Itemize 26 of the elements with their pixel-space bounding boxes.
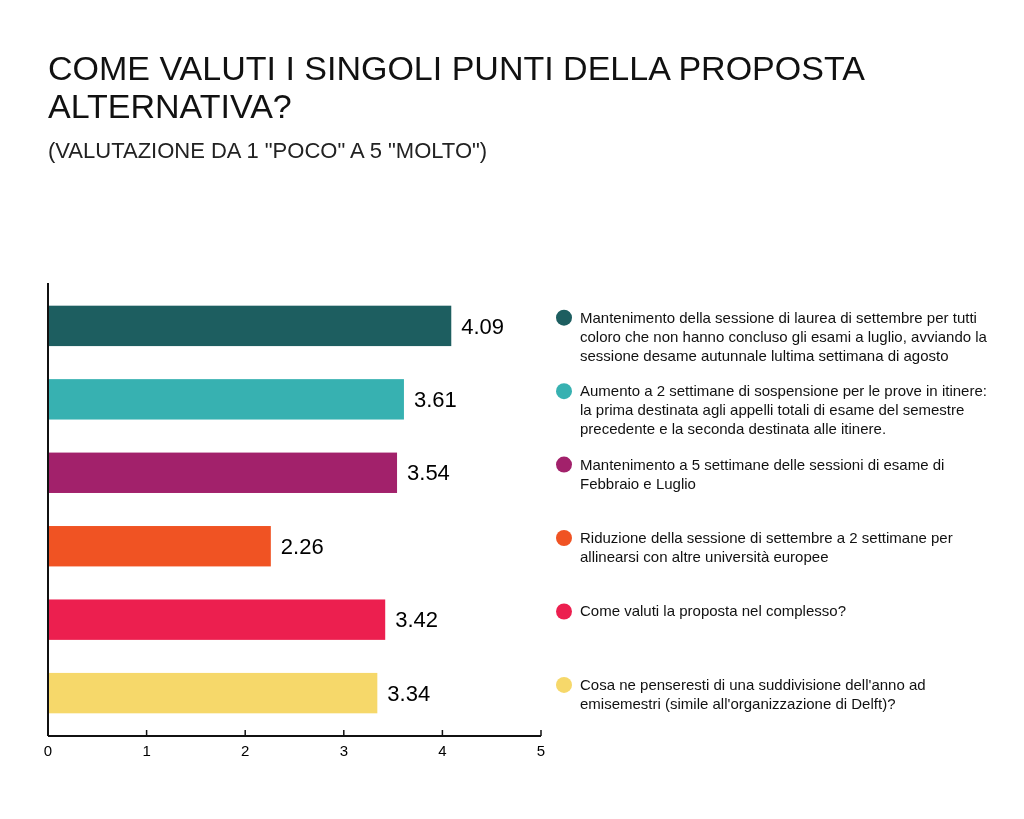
bar: [48, 452, 398, 493]
y-tick-label: Riduzione della sessione di settembre a 2 settimane per allinearsi con altre università europee: [580, 529, 953, 566]
y-tick-label: Cosa ne penseresti di una suddivisione dell'anno ad emisemestri (simile all'organizzazione di Delft)?: [580, 675, 926, 712]
x-tick-label: 5: [536, 742, 546, 759]
y-tick-label: Come valuti la proposta nel complesso?: [580, 602, 846, 620]
x-tick-label: 1: [142, 742, 151, 759]
y-tick-label: Mantenimento della sessione di laurea di settembre per tutti coloro che non hanno concluso gli esami a luglio, avviando la sessione desame autunnale lultima settimana di agosto: [580, 308, 988, 364]
bar: [48, 526, 271, 567]
data-label: 3.61: [413, 387, 457, 413]
bar: [48, 672, 378, 714]
y-tick-label: Mantenimento a 5 settimane delle sessioni di esame di Febbraio e Luglio: [580, 455, 945, 492]
data-label: 4.09: [461, 313, 505, 339]
x-tick-label: 2: [241, 742, 250, 759]
bar: [48, 305, 452, 347]
data-label: 3.54: [407, 460, 450, 486]
data-label: 2.26: [280, 533, 324, 559]
data-label: 3.42: [395, 607, 439, 633]
y-tick-label: Aumento a 2 settimane di sospensione per le prove in itinere: la prima destinata agli appelli totali di esame del semestre precedente e la seconda destinata alle itinere.: [580, 382, 987, 438]
data-label: 3.34: [387, 680, 431, 706]
chart-title: COME VALUTI I SINGOLI PUNTI DELLA PROPOSTA ALTERNATIVA?: [48, 49, 866, 125]
bar: [48, 599, 386, 640]
x-tick-label: 4: [438, 742, 447, 759]
chart-subtitle: (VALUTAZIONE DA 1 "POCO" A 5 "MOLTO"): [48, 138, 488, 163]
x-tick-label: 0: [43, 742, 53, 759]
bar: [48, 379, 404, 420]
x-tick-label: 3: [339, 742, 348, 759]
